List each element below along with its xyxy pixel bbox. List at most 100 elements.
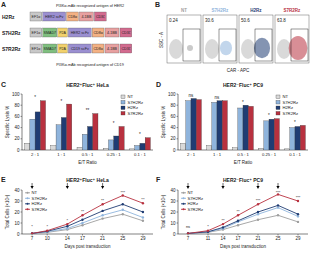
significance: ***: [120, 190, 125, 195]
bar: [217, 101, 222, 150]
stimulation-arrow-shaft: [258, 183, 259, 186]
bar: [285, 149, 290, 150]
legend-label: NT: [128, 94, 134, 99]
significance: **: [101, 198, 105, 203]
box-label: 4-1BB: [81, 15, 92, 19]
y-tick: [177, 201, 179, 202]
bar: [269, 119, 274, 150]
legend-swatch: [181, 209, 186, 210]
bar: [191, 98, 196, 150]
box-label: EF1α: [32, 47, 41, 51]
plot-name: H2Rz: [250, 8, 262, 13]
flow-frame: [239, 15, 273, 63]
point: [142, 216, 144, 218]
bar: [67, 104, 72, 150]
y-tick-label: 20: [14, 210, 20, 215]
y-tick-label: 100: [12, 92, 20, 97]
gate: [219, 29, 236, 61]
significance: *: [34, 95, 36, 100]
panel-letter: D: [156, 81, 161, 88]
figure: API3Kα-mAb recognized antigen of HER2H2R…: [0, 0, 312, 255]
bar: [77, 147, 82, 150]
bar: [274, 119, 279, 150]
significance: **: [236, 209, 240, 214]
x-tick-label: 25: [120, 236, 126, 241]
significance: ns: [189, 93, 195, 98]
bar: [233, 148, 238, 150]
y-tick-label: 40: [170, 188, 176, 193]
caption: PI3Kα-mAb recognized antigen of CD19: [56, 63, 124, 67]
y-tick: [177, 116, 179, 117]
x-tick-label: 0.1 : 1: [134, 152, 146, 157]
point: [237, 224, 239, 226]
point: [31, 232, 33, 234]
bar: [259, 148, 264, 150]
y-tick: [21, 94, 23, 95]
box-label: 4-1BB: [107, 47, 118, 51]
plot-name: S7R2Rz: [284, 8, 302, 13]
point: [237, 220, 239, 222]
stimulation-arrow: [101, 186, 104, 189]
caption: PI3Kα-mAb recognized antigen of HER2: [56, 4, 124, 8]
stimulation-arrow: [276, 186, 279, 189]
x-tick-label: 0.1 : 1: [289, 152, 301, 157]
flow-frame: [275, 15, 309, 63]
point: [277, 214, 279, 216]
chart: CHER2⁺Fluc⁺ HeLa020406080100Specific Lys…: [1, 81, 153, 165]
point: [297, 200, 299, 202]
y-tick: [21, 116, 23, 117]
bar: [186, 101, 191, 150]
x-tick-label: 7: [31, 236, 34, 241]
bar: [129, 149, 134, 150]
plot-name: NT: [181, 8, 187, 13]
construct-box: [30, 12, 42, 21]
legend-swatch: [181, 192, 186, 193]
axis-label: Days post transduction: [220, 244, 266, 249]
box-label: CD19 scFv: [71, 47, 89, 51]
construct-box: [30, 28, 42, 37]
car-cloud: [220, 41, 232, 56]
point: [31, 232, 33, 234]
significance: **: [81, 209, 85, 214]
point: [46, 230, 48, 232]
legend-label: H2Rz: [32, 201, 42, 206]
legend-label: S7R2Rz: [128, 111, 144, 116]
y-tick: [177, 223, 179, 224]
bar: [290, 128, 295, 150]
legend-swatch: [181, 203, 186, 204]
y-tick-label: 40: [14, 125, 20, 130]
construct-box: [67, 12, 79, 21]
construct-box: [68, 28, 91, 37]
x-tick-label: 14: [220, 236, 226, 241]
box-label: CD8α: [93, 47, 102, 51]
plot-name: S7H2Rz: [212, 8, 230, 13]
bar: [140, 143, 145, 150]
x-axis: [22, 234, 153, 235]
gate: [183, 29, 200, 61]
y-tick-label: 0: [173, 232, 176, 237]
stimulation-arrow-shaft: [102, 183, 103, 186]
gate: [291, 29, 308, 61]
y-tick: [21, 234, 23, 235]
point: [187, 232, 189, 234]
legend-swatch: [181, 198, 186, 199]
bar: [222, 101, 227, 150]
y-tick: [21, 138, 23, 139]
legend-swatch: [121, 101, 125, 105]
y-tick-label: 80: [170, 103, 176, 108]
significance: *: [242, 100, 244, 105]
bar: [35, 112, 40, 150]
y-tick-label: 20: [170, 136, 176, 141]
y-tick: [177, 150, 179, 151]
point: [257, 219, 259, 221]
y-tick: [177, 234, 179, 235]
point: [81, 222, 83, 224]
x-tick-label: 0.5 : 1: [237, 152, 249, 157]
point: [257, 203, 259, 205]
x-tick-label: 21: [100, 236, 106, 241]
legend-marker: [183, 208, 185, 210]
stimulation-arrow: [66, 186, 69, 189]
significance: ***: [256, 198, 261, 203]
y-tick-label: 60: [14, 114, 20, 119]
point: [142, 220, 144, 222]
